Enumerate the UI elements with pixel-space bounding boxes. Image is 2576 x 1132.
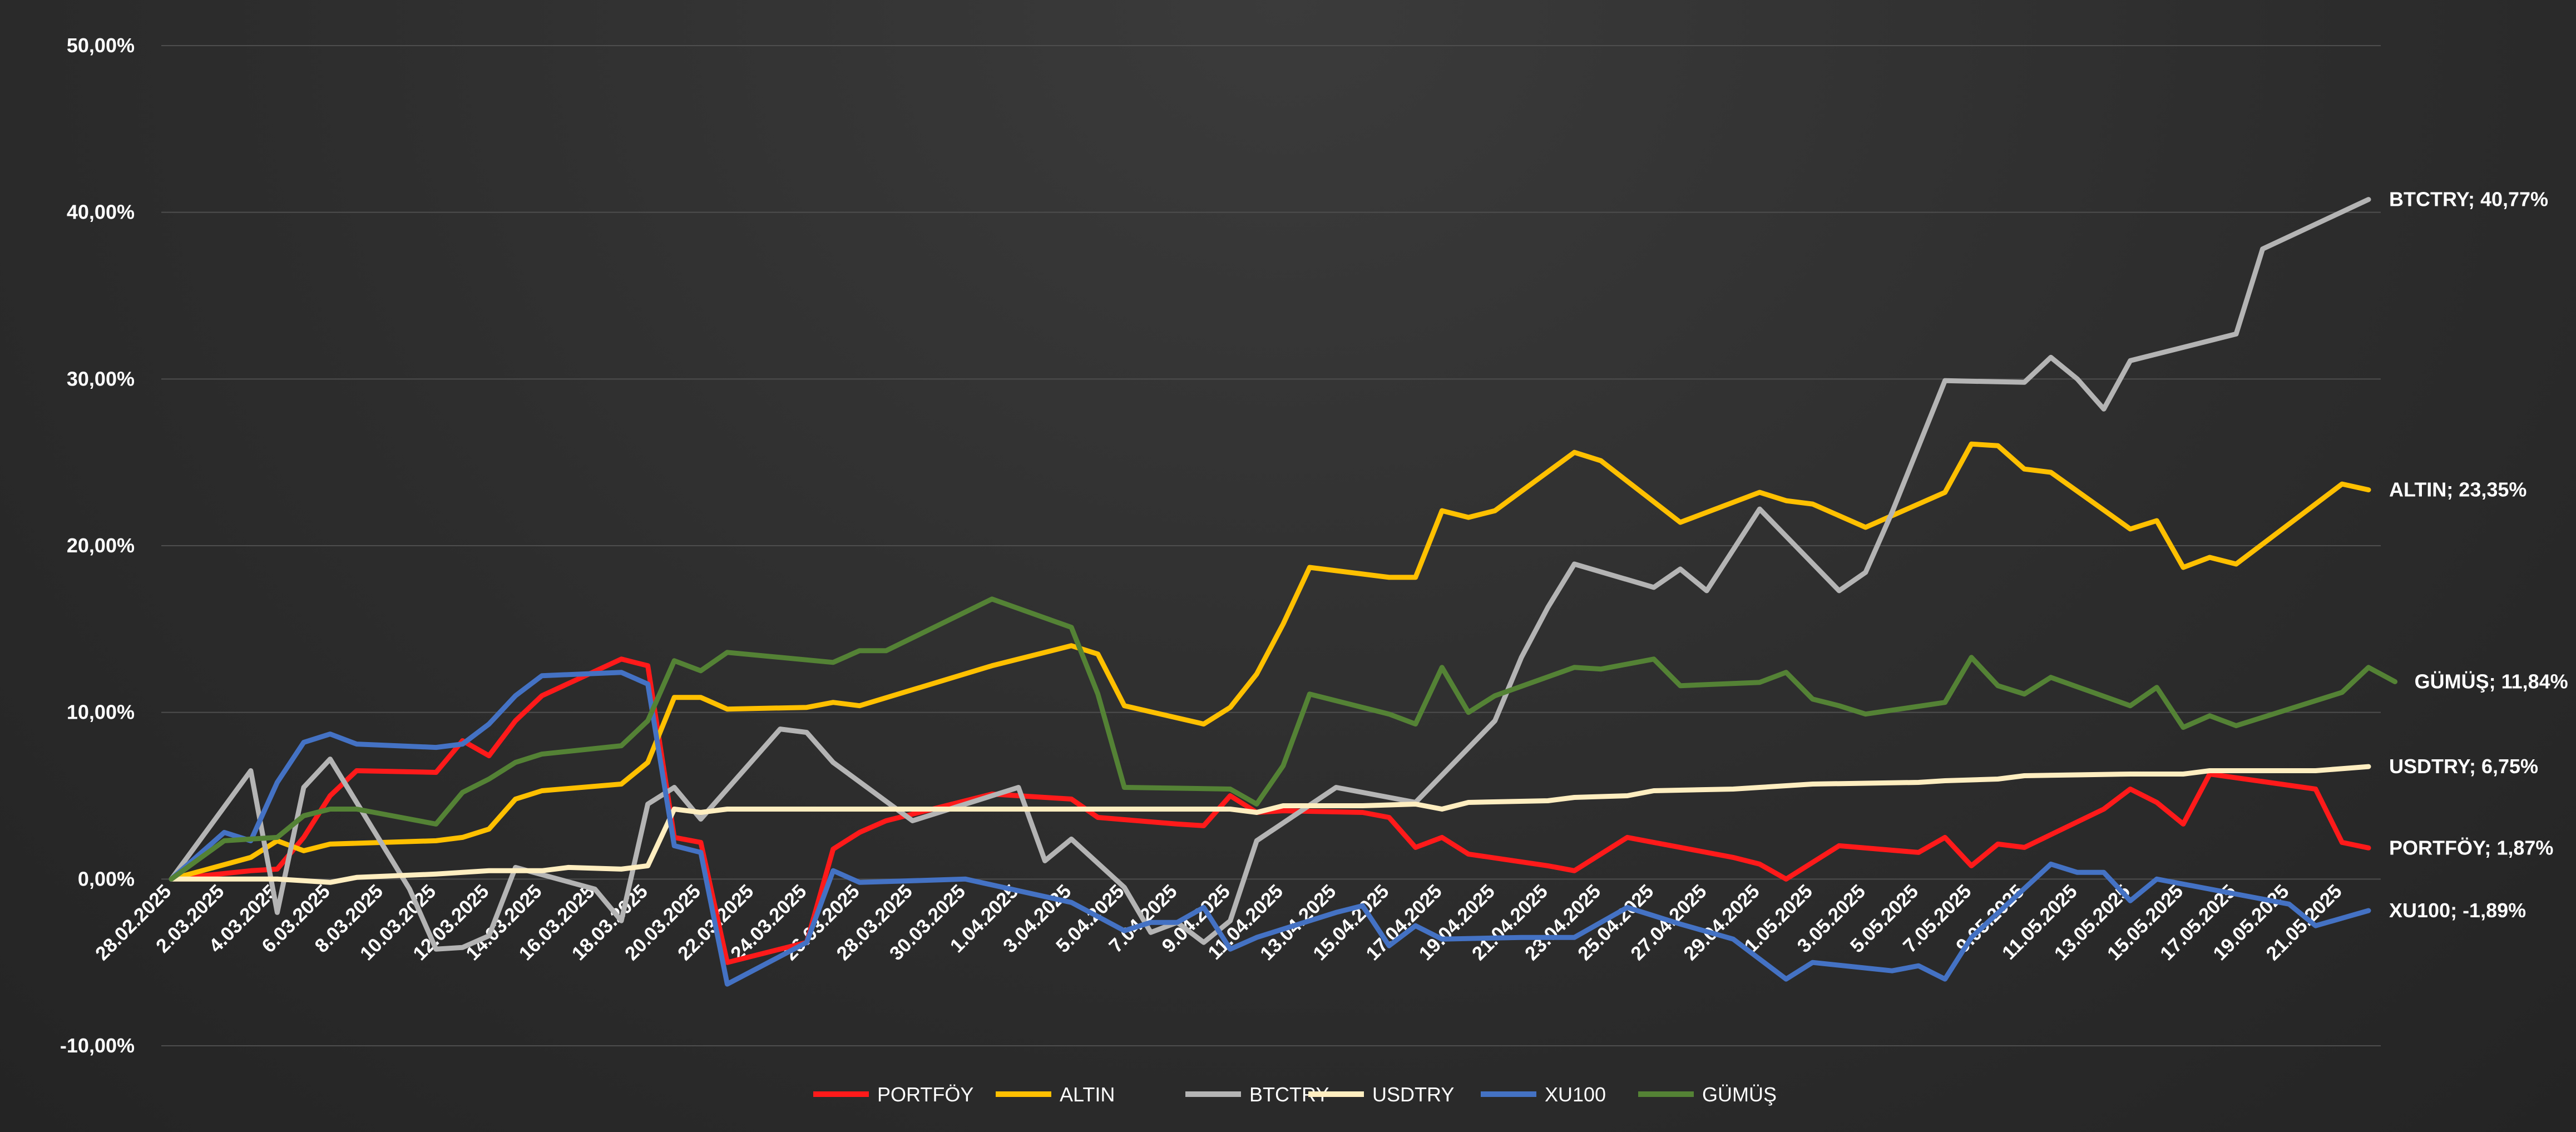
series-line-2 xyxy=(169,197,2371,952)
series-line-3 xyxy=(169,764,2371,885)
y-tick-label: -10,00% xyxy=(60,1034,135,1057)
y-axis-ticks: -10,00% 0,00% 10,00% 20,00% 30,00% 40,00% 50,0… xyxy=(60,34,135,1057)
series-end-label: GÜMÜŞ; 11,84% xyxy=(2415,670,2568,693)
legend: PORTFÖY ALTIN BTCTRY USDTRY XU100 GÜMÜŞ xyxy=(813,1083,1777,1106)
series-end-label: XU100; -1,89% xyxy=(2389,899,2526,922)
legend-label: XU100 xyxy=(1545,1083,1606,1106)
legend-label: ALTIN xyxy=(1060,1083,1115,1106)
gridlines xyxy=(161,45,2381,1046)
legend-label: USDTRY xyxy=(1372,1083,1454,1106)
series-end-label: PORTFÖY; 1,87% xyxy=(2389,836,2553,859)
y-tick-label: 10,00% xyxy=(67,701,135,724)
x-axis-ticks: 28.02.20252.03.20254.03.20256.03.20258.0… xyxy=(91,881,2346,965)
series-end-label: BTCTRY; 40,77% xyxy=(2389,188,2548,211)
end-labels: PORTFÖY; 1,87% ALTIN; 23,35% BTCTRY; 40,77… xyxy=(2389,188,2568,922)
series-end-label: ALTIN; 23,35% xyxy=(2389,478,2526,501)
legend-label: PORTFÖY xyxy=(877,1083,973,1106)
y-tick-label: 0,00% xyxy=(78,867,135,890)
series-line-1 xyxy=(169,441,2371,882)
y-tick-label: 40,00% xyxy=(67,201,135,224)
legend-label: GÜMÜŞ xyxy=(1702,1083,1777,1106)
series-line-5 xyxy=(169,596,2398,882)
series-end-label: USDTRY; 6,75% xyxy=(2389,755,2538,778)
series-lines xyxy=(169,197,2398,987)
y-tick-label: 30,00% xyxy=(67,367,135,390)
series-line-4 xyxy=(169,670,2371,987)
y-tick-label: 50,00% xyxy=(67,34,135,57)
y-tick-label: 20,00% xyxy=(67,534,135,557)
